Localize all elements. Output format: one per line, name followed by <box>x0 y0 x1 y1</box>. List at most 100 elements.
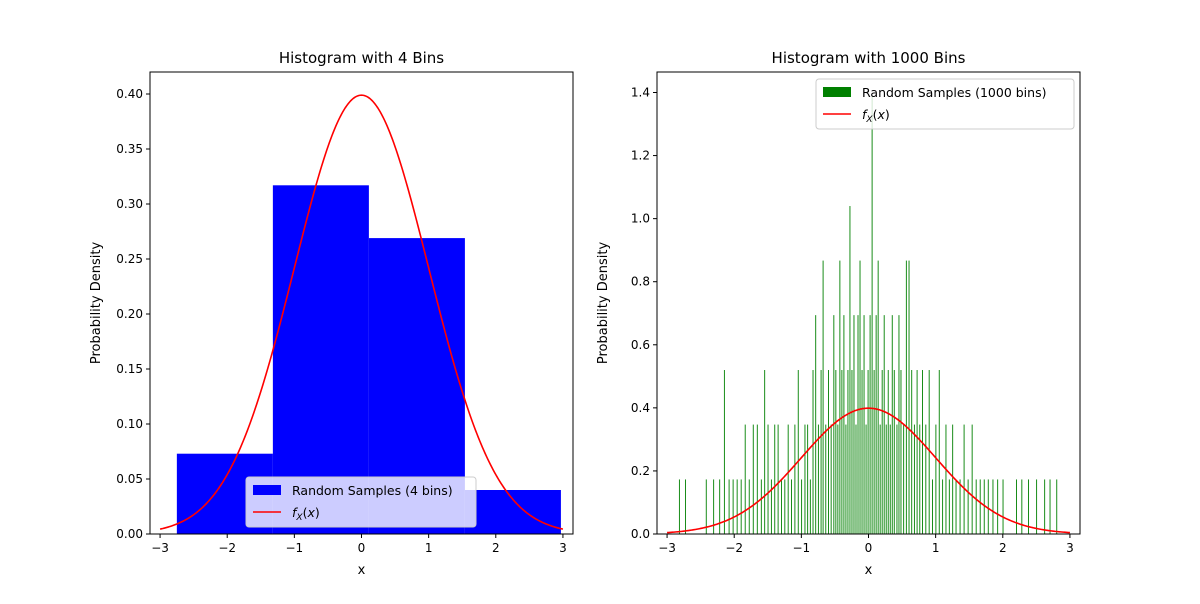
y-tick-label: 0.2 <box>631 464 650 478</box>
legend-label: Random Samples (4 bins) <box>292 483 453 498</box>
y-tick-label: 0.05 <box>116 472 143 486</box>
legend-box <box>245 476 477 528</box>
histogram-bar <box>748 479 750 534</box>
histogram-bar <box>855 424 857 534</box>
x-tick-label: 2 <box>999 541 1007 555</box>
histogram-bar <box>1016 479 1017 534</box>
histogram-bar <box>853 315 855 534</box>
histogram-bar <box>1049 479 1051 534</box>
x-tick-label: 0 <box>865 541 873 555</box>
pdf-curve <box>667 407 1070 534</box>
histogram-bar <box>952 424 954 534</box>
histogram-bar <box>812 370 814 534</box>
histogram-bar <box>963 424 965 534</box>
histogram-bar <box>784 479 786 534</box>
histogram-bar <box>908 260 910 534</box>
histogram-bar <box>896 424 898 534</box>
legend: Random Samples (4 bins) fX(x) <box>245 476 477 528</box>
histogram-bar <box>869 315 871 534</box>
y-tick-label: 0.8 <box>631 275 650 289</box>
histogram-bar <box>1036 479 1038 534</box>
x-tick-label: −2 <box>725 541 743 555</box>
y-tick-label: 0.00 <box>116 527 143 541</box>
legend-swatch <box>823 87 851 97</box>
y-tick-label: 0.25 <box>116 252 143 266</box>
x-tick-label: 3 <box>559 541 567 555</box>
legend-label: fX(x) <box>862 107 890 125</box>
histogram-bar <box>764 370 766 534</box>
histogram-bar <box>787 424 789 534</box>
histogram-bar <box>932 479 933 534</box>
histogram-bar <box>1056 479 1058 534</box>
histogram-bar <box>804 424 806 534</box>
histogram-bar <box>774 424 776 534</box>
x-tick-label: −1 <box>793 541 811 555</box>
y-tick-label: 0.40 <box>116 87 143 101</box>
plot-area <box>667 96 1070 534</box>
histogram-bar <box>948 479 950 534</box>
histogram-bar <box>975 479 977 534</box>
histogram-bar <box>857 315 859 534</box>
histogram-bar <box>942 479 944 534</box>
histogram-bar <box>744 424 746 534</box>
histogram-bar <box>801 479 803 534</box>
histogram-bar <box>841 370 843 534</box>
histogram-bar <box>861 370 863 534</box>
legend: Random Samples (1000 bins) fX(x) <box>815 78 1075 130</box>
x-tick-label: −1 <box>286 541 304 555</box>
histogram-bar <box>898 315 900 534</box>
histogram-bar <box>740 479 742 534</box>
histogram-bar <box>723 370 725 534</box>
x-tick-label: 0 <box>358 541 366 555</box>
x-tick-label: −2 <box>218 541 236 555</box>
chart-panel-2: −3 −2 −1 0 1 2 3 0.0 0.2 0.4 0.6 0.8 1.0 1.2 1.4 Histog… <box>596 49 1081 578</box>
histogram-bar <box>935 424 937 534</box>
histogram-bar <box>705 479 707 534</box>
y-tick-label: 0.20 <box>116 307 143 321</box>
histogram-bar <box>979 479 981 534</box>
histogram-bar <box>849 206 851 534</box>
histogram-bar <box>822 260 824 534</box>
histogram-bar <box>871 96 873 534</box>
histogram-bar <box>997 479 999 534</box>
histogram-bar <box>945 424 947 534</box>
y-tick-label: 0.4 <box>631 401 650 415</box>
histogram-bar <box>847 370 849 534</box>
histogram-bar <box>828 370 829 534</box>
histogram-bar <box>889 424 891 534</box>
y-tick-label: 0.6 <box>631 338 650 352</box>
histogram-bar <box>817 424 819 534</box>
histogram-bar <box>865 424 867 534</box>
histogram-bar <box>767 424 769 534</box>
histogram-bar <box>464 490 561 534</box>
y-tick-label: 0.0 <box>631 527 650 541</box>
chart-title: Histogram with 1000 Bins <box>772 49 966 67</box>
histogram-bar <box>893 370 895 534</box>
y-axis-label: Probability Density <box>596 242 611 365</box>
histogram-bar <box>760 479 762 534</box>
histogram-bar <box>678 479 680 534</box>
histogram-bar <box>877 260 879 534</box>
histogram-bar <box>983 479 985 534</box>
histogram-bar <box>794 424 796 534</box>
histogram-bar <box>916 370 918 534</box>
histogram-bar <box>837 424 839 534</box>
histogram-bar <box>843 315 845 534</box>
legend-box <box>815 78 1075 130</box>
histogram-bar <box>903 424 905 534</box>
chart-panel-1: −3 −2 −1 0 1 2 3 0.00 0.05 0.10 0.15 0.20 0.25 0.30 0.… <box>89 49 574 578</box>
y-tick-label: 1.0 <box>631 212 650 226</box>
histogram-bar <box>839 260 841 534</box>
histogram-bar <box>887 370 889 534</box>
legend-label: fX(x) <box>292 505 320 523</box>
histogram-bar <box>807 424 809 534</box>
histogram-bar <box>845 424 847 534</box>
y-tick-label: 0.35 <box>116 142 143 156</box>
histogram-bar <box>971 424 973 534</box>
histogram-bar <box>955 479 957 534</box>
histogram-bar <box>770 479 772 534</box>
chart-title: Histogram with 4 Bins <box>279 49 444 67</box>
y-tick-label: 1.4 <box>631 85 650 99</box>
